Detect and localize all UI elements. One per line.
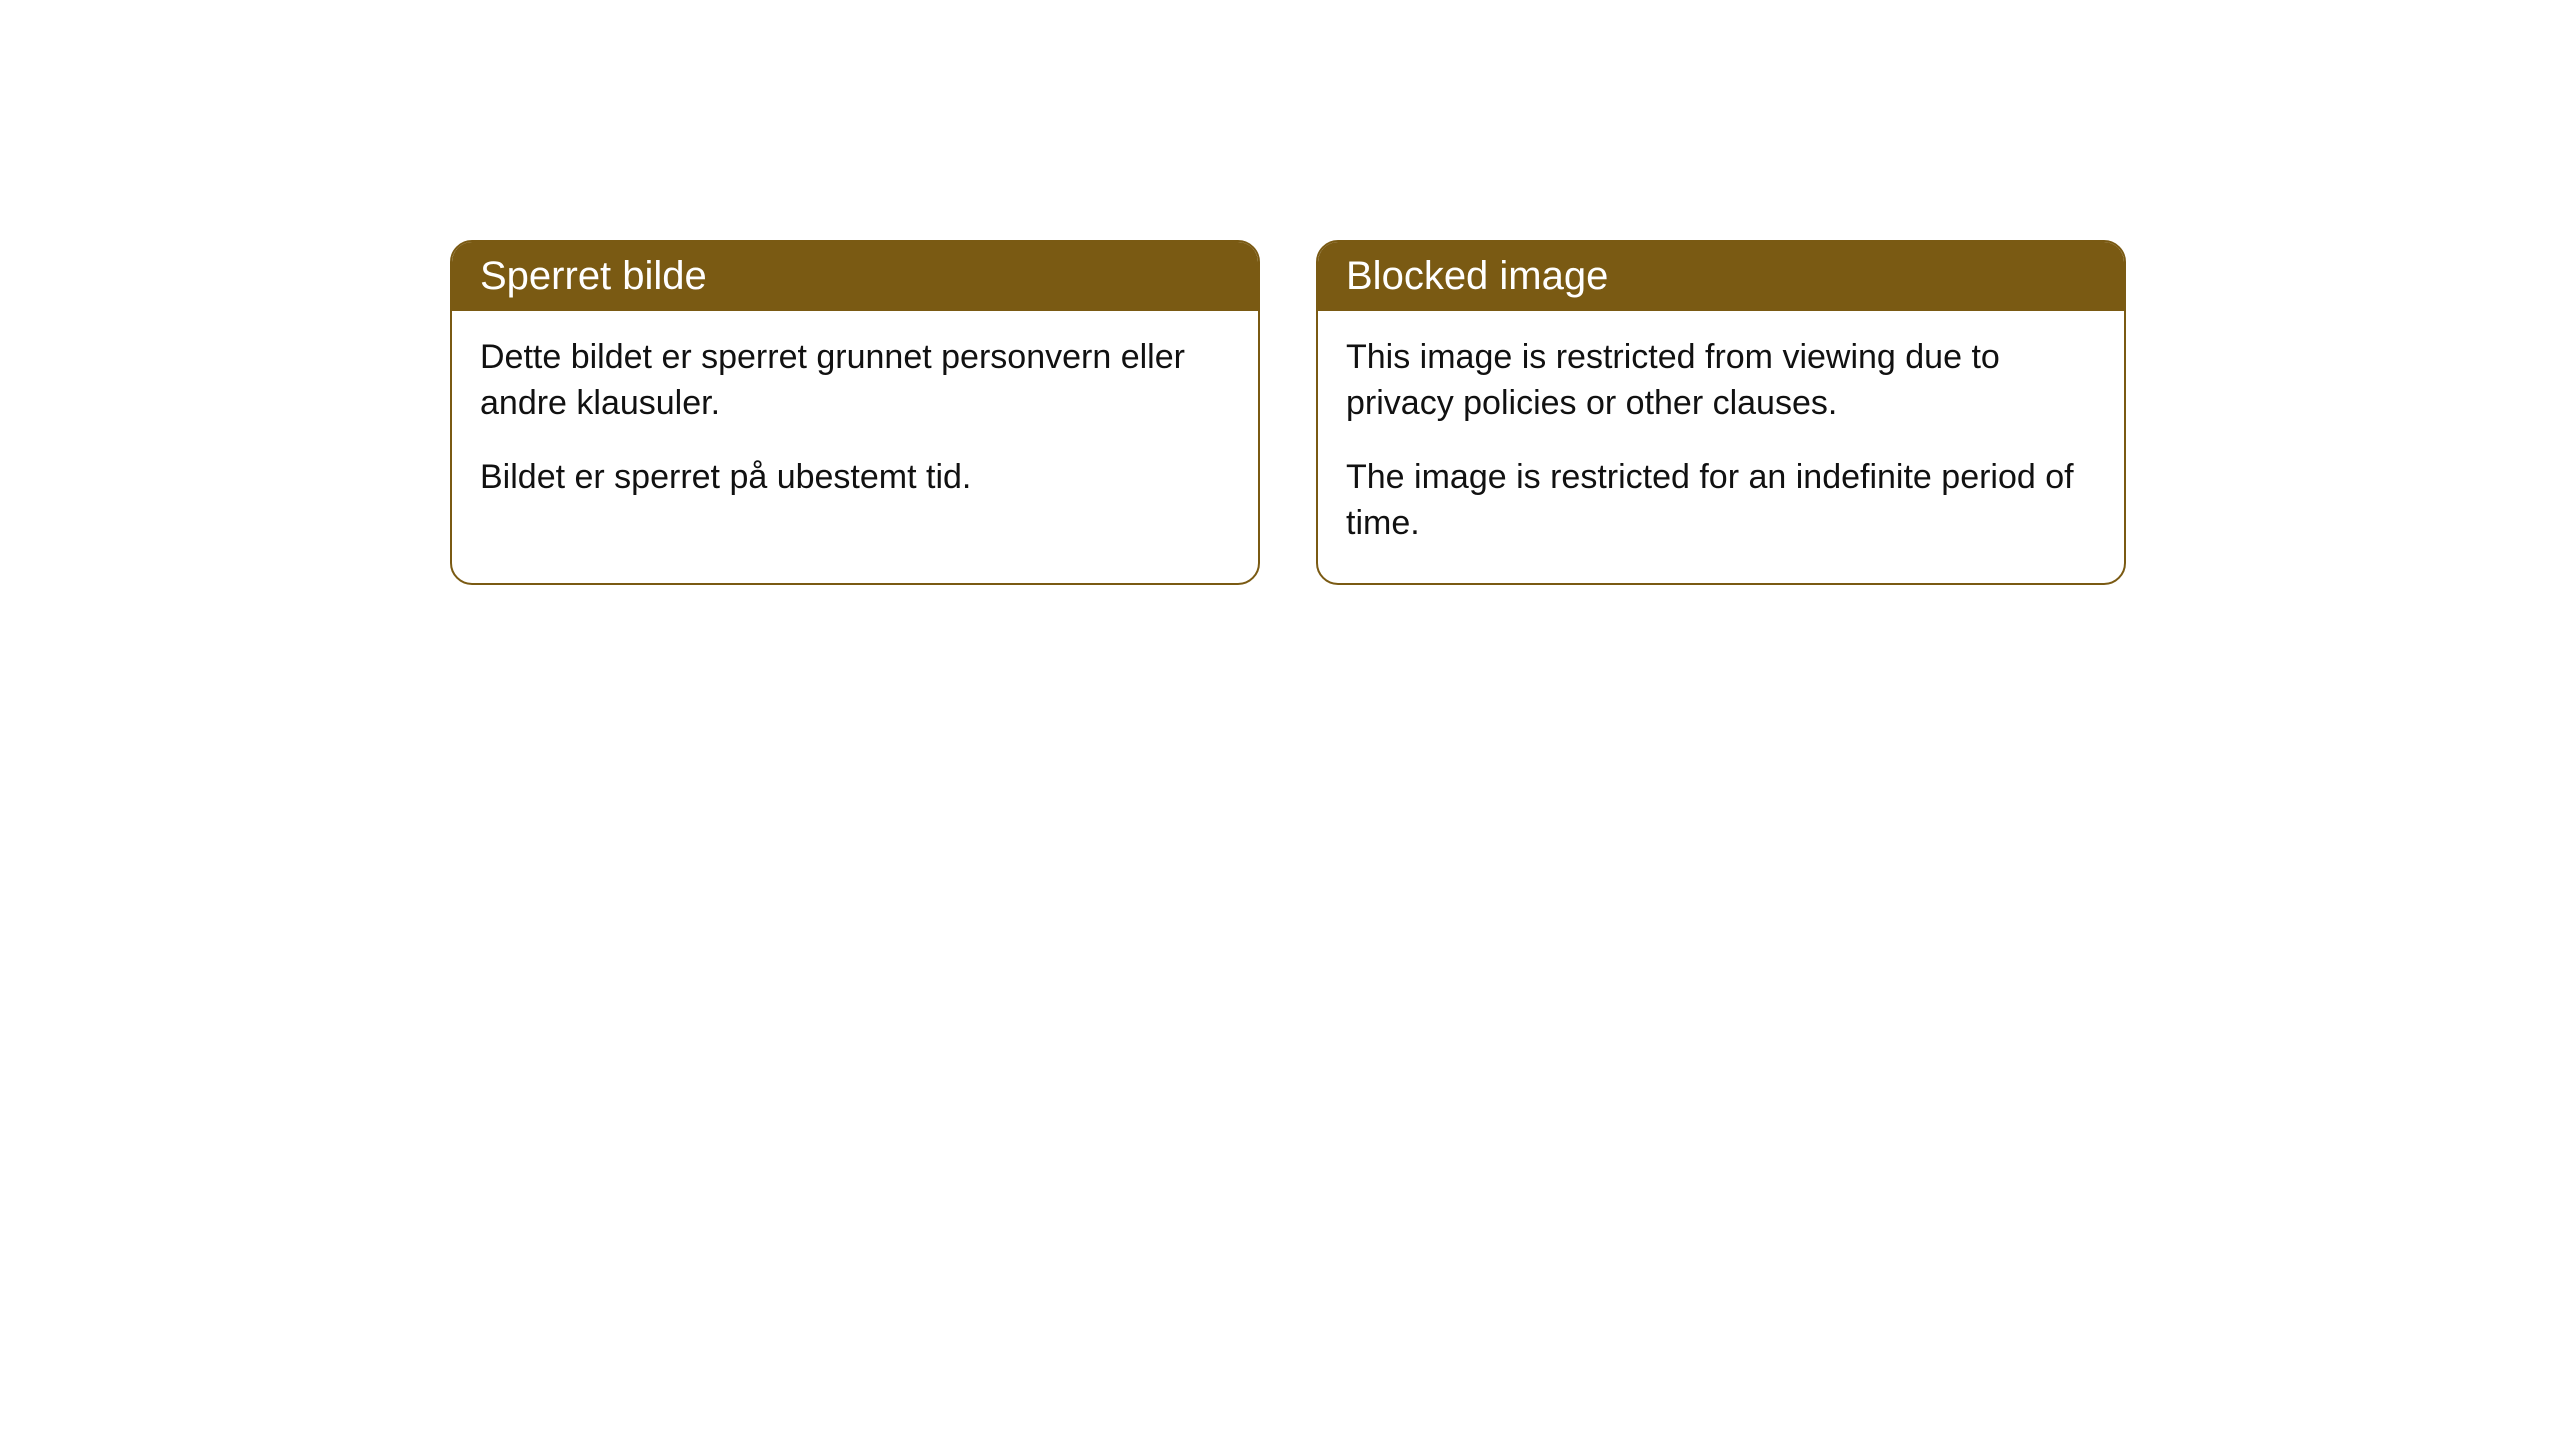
card-title: Blocked image xyxy=(1346,254,1608,298)
card-container: Sperret bilde Dette bildet er sperret gr… xyxy=(0,0,2560,585)
card-header: Sperret bilde xyxy=(452,242,1258,311)
card-header: Blocked image xyxy=(1318,242,2124,311)
blocked-image-card-english: Blocked image This image is restricted f… xyxy=(1316,240,2126,585)
card-paragraph: This image is restricted from viewing du… xyxy=(1346,335,2096,427)
blocked-image-card-norwegian: Sperret bilde Dette bildet er sperret gr… xyxy=(450,240,1260,585)
card-body: Dette bildet er sperret grunnet personve… xyxy=(452,311,1258,537)
card-paragraph: The image is restricted for an indefinit… xyxy=(1346,455,2096,547)
card-paragraph: Bildet er sperret på ubestemt tid. xyxy=(480,455,1230,501)
card-paragraph: Dette bildet er sperret grunnet personve… xyxy=(480,335,1230,427)
card-body: This image is restricted from viewing du… xyxy=(1318,311,2124,583)
card-title: Sperret bilde xyxy=(480,254,707,298)
